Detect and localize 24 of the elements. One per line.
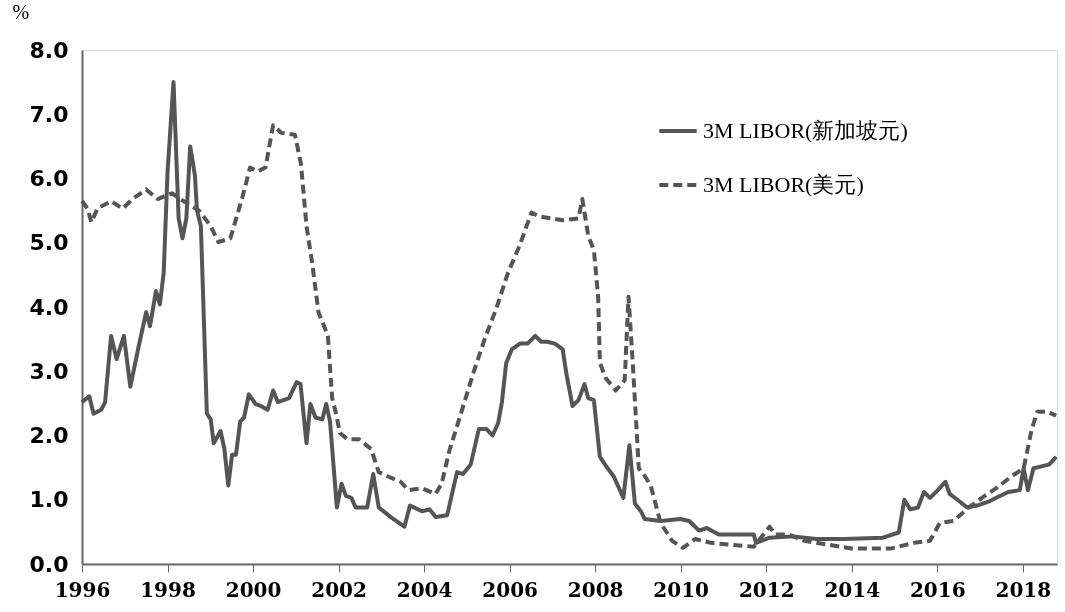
x-tick-label: 2016 xyxy=(909,577,966,602)
y-tick-label: 1.0 xyxy=(29,487,69,513)
x-tick-label: 1996 xyxy=(54,577,111,602)
x-tick-label: 2008 xyxy=(567,577,624,602)
y-tick-label: 7.0 xyxy=(29,101,69,127)
y-axis-title: % xyxy=(12,0,30,23)
x-tick-label: 2006 xyxy=(482,577,538,602)
y-tick-label: 4.0 xyxy=(29,294,69,320)
y-tick-label: 6.0 xyxy=(29,166,69,191)
y-tick-label: 3.0 xyxy=(29,358,69,384)
y-tick-label: 2.0 xyxy=(29,423,69,448)
x-tick-label: 2010 xyxy=(653,577,710,602)
x-tick-label: 2012 xyxy=(738,577,795,602)
x-tick-label: 2018 xyxy=(995,577,1052,602)
legend-label: 3M LIBOR(新加坡元) xyxy=(703,118,908,143)
x-tick-label: 2014 xyxy=(824,577,881,602)
x-tick-label: 2000 xyxy=(225,577,282,602)
y-tick-label: 8.0 xyxy=(29,37,69,63)
x-tick-label: 1998 xyxy=(140,577,196,602)
x-tick-label: 2004 xyxy=(396,577,453,602)
x-tick-label: 2002 xyxy=(311,577,367,602)
y-tick-label: 0.0 xyxy=(29,551,69,577)
y-tick-label: 5.0 xyxy=(29,230,69,256)
legend-label: 3M LIBOR(美元) xyxy=(703,172,864,197)
